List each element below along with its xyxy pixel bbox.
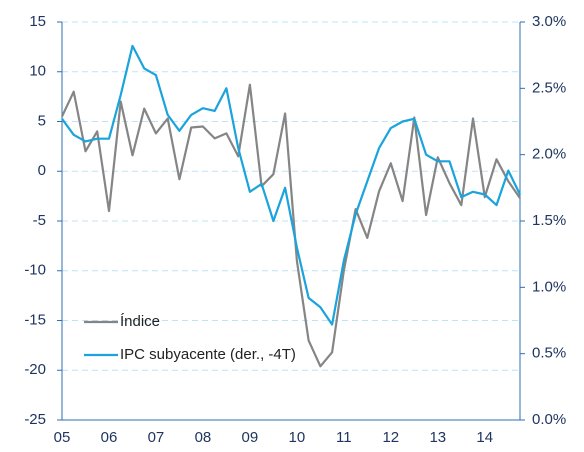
y-tick-label: -20	[24, 361, 46, 378]
x-tick-label: 06	[101, 429, 118, 446]
x-tick-label: 09	[242, 429, 259, 446]
y2-tick-label: 1.5%	[532, 212, 566, 229]
y-tick-label: -15	[24, 311, 46, 328]
x-tick-label: 07	[148, 429, 165, 446]
legend-label: IPC subyacente (der., -4T)	[120, 346, 296, 363]
x-tick-label: 11	[336, 429, 352, 446]
x-tick-label: 05	[54, 429, 71, 446]
y2-tick-label: 0.0%	[532, 411, 566, 428]
series-line	[61, 83, 521, 368]
series-line	[61, 44, 521, 326]
x-tick-label: 13	[429, 429, 446, 446]
y-tick-label: -5	[33, 212, 46, 229]
y-tick-label: 0	[38, 162, 46, 179]
x-tick-label: 14	[476, 429, 493, 446]
y-tick-label: -10	[24, 262, 46, 279]
x-tick-label: 08	[195, 429, 212, 446]
y2-tick-label: 1.0%	[532, 278, 566, 295]
y2-tick-label: 3.0%	[532, 13, 566, 30]
legend-label: Índice	[120, 313, 160, 330]
y2-tick-label: 2.5%	[532, 79, 566, 96]
x-tick-label: 10	[289, 429, 306, 446]
x-tick-label: 12	[382, 429, 399, 446]
y-tick-label: 5	[38, 112, 46, 129]
y-tick-label: -25	[24, 411, 46, 428]
y2-tick-label: 2.0%	[532, 146, 566, 163]
y2-tick-label: 0.5%	[532, 345, 566, 362]
y-tick-label: 15	[29, 13, 46, 30]
y-tick-label: 10	[29, 63, 46, 80]
